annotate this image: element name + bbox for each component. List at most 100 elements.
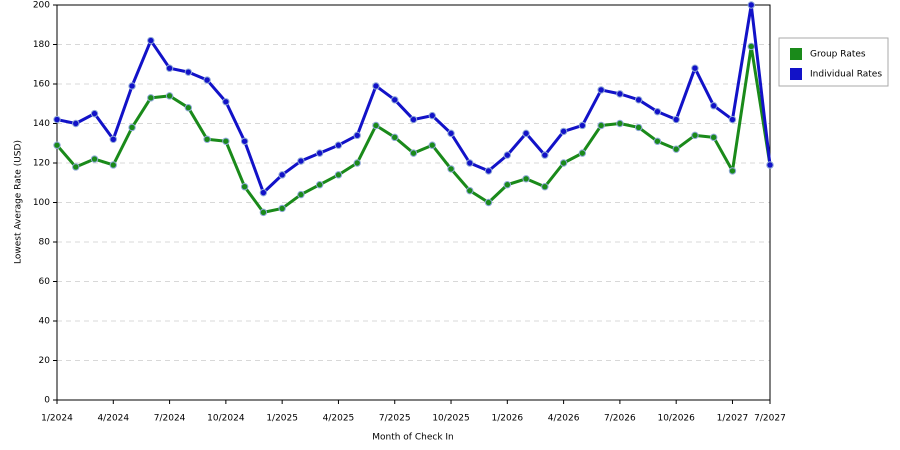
x-tick-label: 1/2026 xyxy=(491,414,523,424)
data-point xyxy=(372,121,380,130)
data-point xyxy=(334,141,343,149)
data-point xyxy=(634,96,643,104)
data-point xyxy=(334,171,343,179)
data-point xyxy=(428,111,436,120)
legend-swatch xyxy=(790,68,802,80)
data-point xyxy=(353,131,361,140)
data-point xyxy=(672,145,680,153)
data-point xyxy=(391,96,399,104)
data-point xyxy=(484,167,493,175)
data-point xyxy=(240,183,249,191)
x-tick-label: 4/2025 xyxy=(323,414,355,424)
data-point xyxy=(653,137,662,145)
y-tick-label: 60 xyxy=(39,277,51,287)
data-point xyxy=(541,183,549,191)
data-point xyxy=(466,159,474,167)
data-point xyxy=(728,115,737,124)
x-tick-label: 7/2027 xyxy=(754,414,786,424)
data-point xyxy=(616,119,624,128)
data-point xyxy=(147,94,155,102)
data-point xyxy=(278,171,286,179)
data-point xyxy=(184,104,193,112)
data-point xyxy=(90,109,99,118)
data-point xyxy=(578,149,587,157)
data-point xyxy=(616,90,624,98)
legend-label: Group Rates xyxy=(810,50,866,60)
data-point xyxy=(409,149,418,157)
data-point xyxy=(53,141,61,149)
data-point xyxy=(559,159,568,167)
y-axis-label: Lowest Average Rate (USD) xyxy=(14,140,24,264)
data-point xyxy=(128,82,136,90)
data-point xyxy=(203,76,211,84)
legend-swatch xyxy=(790,48,802,60)
data-point xyxy=(578,121,587,130)
x-tick-label: 7/2026 xyxy=(604,414,636,424)
data-point xyxy=(653,107,662,116)
data-point xyxy=(203,135,211,144)
data-point xyxy=(90,155,99,163)
data-point xyxy=(72,163,80,171)
y-tick-label: 160 xyxy=(33,80,50,90)
data-point xyxy=(447,165,455,173)
data-point xyxy=(315,181,324,189)
data-point xyxy=(278,204,286,213)
data-point xyxy=(691,131,699,140)
data-point xyxy=(597,121,605,130)
x-tick-label: 1/2027 xyxy=(717,414,749,424)
y-tick-label: 100 xyxy=(33,198,50,208)
plot-frame xyxy=(56,4,771,401)
data-point xyxy=(522,175,530,183)
data-point xyxy=(109,135,117,144)
data-point xyxy=(597,86,605,94)
data-point xyxy=(691,64,699,72)
y-tick-label: 20 xyxy=(39,356,51,366)
data-point xyxy=(315,149,324,157)
data-point xyxy=(259,208,268,217)
data-point xyxy=(297,157,305,165)
data-point xyxy=(353,159,361,167)
y-tick-label: 200 xyxy=(33,1,50,11)
data-point xyxy=(541,151,549,159)
data-point xyxy=(747,42,755,51)
data-point xyxy=(634,123,643,132)
x-tick-label: 1/2024 xyxy=(41,414,73,424)
data-point xyxy=(766,161,774,169)
data-point xyxy=(747,1,755,9)
data-point xyxy=(522,129,530,138)
y-tick-label: 40 xyxy=(39,317,51,327)
y-tick-label: 140 xyxy=(33,119,50,129)
data-point xyxy=(109,161,117,169)
y-tick-label: 0 xyxy=(44,396,50,406)
x-tick-label: 7/2024 xyxy=(154,414,186,424)
data-point xyxy=(128,123,136,132)
x-axis-label: Month of Check In xyxy=(372,433,454,443)
data-point xyxy=(222,137,230,145)
data-point xyxy=(165,64,174,72)
data-point xyxy=(391,133,399,142)
data-point xyxy=(447,129,455,138)
y-tick-label: 120 xyxy=(33,159,50,169)
data-point xyxy=(184,68,193,76)
x-tick-label: 1/2025 xyxy=(266,414,298,424)
data-point xyxy=(728,167,737,175)
data-point xyxy=(165,92,174,100)
data-point xyxy=(466,186,474,195)
x-tick-label: 4/2024 xyxy=(97,414,129,424)
data-point xyxy=(710,133,718,142)
data-point xyxy=(484,198,493,207)
series-line xyxy=(56,3,772,195)
data-point xyxy=(428,141,436,149)
data-point xyxy=(259,188,268,197)
data-point xyxy=(372,82,380,90)
data-point xyxy=(559,127,568,136)
x-tick-label: 10/2024 xyxy=(207,414,245,424)
legend-label: Individual Rates xyxy=(810,70,882,80)
data-point xyxy=(72,119,80,128)
x-tick-label: 4/2026 xyxy=(548,414,580,424)
y-tick-label: 180 xyxy=(33,40,50,50)
data-point xyxy=(147,36,155,45)
data-point xyxy=(222,98,230,106)
data-point xyxy=(710,102,718,110)
